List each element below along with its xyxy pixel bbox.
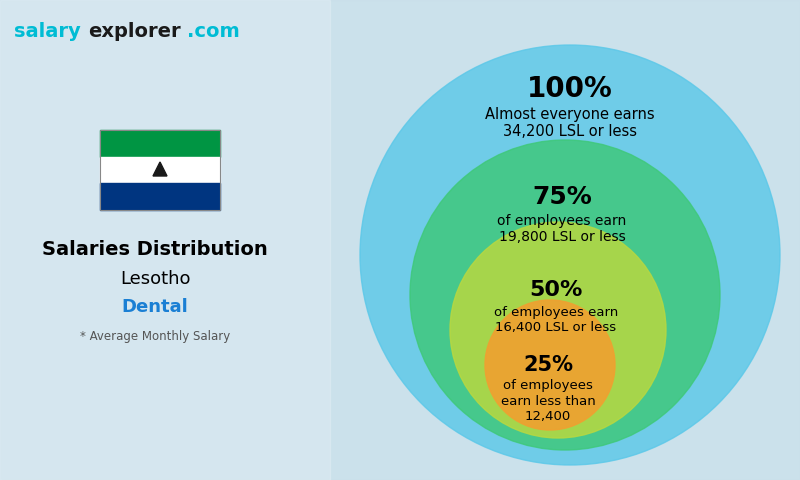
Text: .com: .com: [187, 22, 240, 41]
Circle shape: [360, 45, 780, 465]
Text: Lesotho: Lesotho: [120, 270, 190, 288]
Text: 19,800 LSL or less: 19,800 LSL or less: [498, 230, 626, 244]
Text: Salaries Distribution: Salaries Distribution: [42, 240, 268, 259]
Text: 12,400: 12,400: [525, 410, 571, 423]
Text: 34,200 LSL or less: 34,200 LSL or less: [503, 124, 637, 139]
Text: 16,400 LSL or less: 16,400 LSL or less: [495, 321, 617, 334]
Text: 75%: 75%: [532, 185, 592, 209]
Text: 25%: 25%: [523, 355, 573, 375]
Text: salary: salary: [14, 22, 81, 41]
Bar: [100, 183, 220, 210]
Text: of employees: of employees: [503, 380, 593, 393]
Bar: [100, 156, 220, 183]
Text: of employees earn: of employees earn: [494, 306, 618, 319]
Text: Dental: Dental: [122, 298, 188, 316]
Text: 50%: 50%: [530, 280, 582, 300]
Bar: [0, 0, 330, 480]
Bar: [100, 130, 220, 210]
Text: 100%: 100%: [527, 75, 613, 103]
Bar: [100, 130, 220, 156]
Circle shape: [485, 300, 615, 430]
Circle shape: [410, 140, 720, 450]
Polygon shape: [153, 162, 167, 176]
Circle shape: [450, 222, 666, 438]
Text: Almost everyone earns: Almost everyone earns: [485, 107, 655, 122]
Text: of employees earn: of employees earn: [498, 214, 626, 228]
Text: earn less than: earn less than: [501, 395, 595, 408]
Text: * Average Monthly Salary: * Average Monthly Salary: [80, 330, 230, 343]
Text: explorer: explorer: [88, 22, 181, 41]
